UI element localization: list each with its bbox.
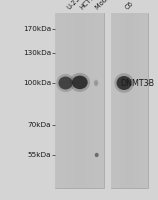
Bar: [88, 13, 89, 188]
Bar: [55, 13, 104, 188]
Text: HCT116: HCT116: [79, 0, 102, 11]
Bar: [138, 13, 139, 188]
Bar: [98, 13, 99, 188]
Bar: [130, 13, 131, 188]
Bar: [73, 13, 74, 188]
Bar: [55, 13, 56, 188]
Bar: [121, 13, 122, 188]
Bar: [114, 13, 115, 188]
Bar: [71, 13, 73, 188]
Bar: [83, 13, 84, 188]
Bar: [96, 13, 98, 188]
Bar: [101, 13, 103, 188]
Bar: [89, 13, 91, 188]
Bar: [78, 13, 79, 188]
Bar: [120, 13, 121, 188]
Bar: [74, 13, 76, 188]
Bar: [56, 13, 58, 188]
Text: 70kDa: 70kDa: [28, 122, 51, 128]
Bar: [84, 13, 86, 188]
Ellipse shape: [56, 74, 75, 92]
Text: 170kDa: 170kDa: [23, 26, 51, 32]
Bar: [126, 13, 127, 188]
Bar: [115, 13, 116, 188]
Text: 55kDa: 55kDa: [28, 152, 51, 158]
Bar: [132, 13, 133, 188]
Ellipse shape: [94, 79, 99, 87]
Text: Mouse testis: Mouse testis: [95, 0, 129, 11]
Ellipse shape: [94, 80, 98, 86]
Text: U-251MG: U-251MG: [66, 0, 91, 11]
Bar: [139, 13, 140, 188]
Bar: [111, 13, 113, 188]
Bar: [58, 13, 59, 188]
Bar: [113, 13, 114, 188]
Bar: [133, 13, 134, 188]
Bar: [64, 13, 66, 188]
Bar: [61, 13, 63, 188]
Text: 100kDa: 100kDa: [23, 80, 51, 86]
Bar: [131, 13, 132, 188]
Bar: [142, 13, 143, 188]
Bar: [86, 13, 88, 188]
Ellipse shape: [58, 76, 73, 90]
Bar: [136, 13, 137, 188]
Bar: [70, 13, 71, 188]
Bar: [63, 13, 64, 188]
Ellipse shape: [95, 153, 99, 157]
Bar: [124, 13, 125, 188]
Ellipse shape: [114, 73, 134, 93]
Bar: [91, 13, 93, 188]
Bar: [137, 13, 138, 188]
Bar: [146, 13, 148, 188]
Ellipse shape: [70, 73, 90, 92]
Bar: [122, 13, 124, 188]
Text: 130kDa: 130kDa: [23, 50, 51, 56]
Bar: [117, 13, 119, 188]
Bar: [119, 13, 120, 188]
Text: C6: C6: [124, 0, 135, 11]
Bar: [145, 13, 146, 188]
Bar: [59, 13, 61, 188]
Bar: [81, 13, 83, 188]
Bar: [76, 13, 78, 188]
Bar: [79, 13, 81, 188]
Ellipse shape: [72, 76, 88, 89]
Bar: [144, 13, 145, 188]
Bar: [111, 13, 148, 188]
Bar: [125, 13, 126, 188]
Bar: [128, 13, 130, 188]
Bar: [68, 13, 70, 188]
Bar: [143, 13, 144, 188]
Bar: [66, 13, 68, 188]
Bar: [103, 13, 104, 188]
Bar: [99, 13, 101, 188]
Bar: [94, 13, 96, 188]
Bar: [93, 13, 94, 188]
Bar: [140, 13, 142, 188]
Bar: [127, 13, 128, 188]
Ellipse shape: [117, 76, 131, 90]
Bar: [134, 13, 136, 188]
Bar: [116, 13, 117, 188]
Text: DNMT3B: DNMT3B: [121, 78, 155, 88]
